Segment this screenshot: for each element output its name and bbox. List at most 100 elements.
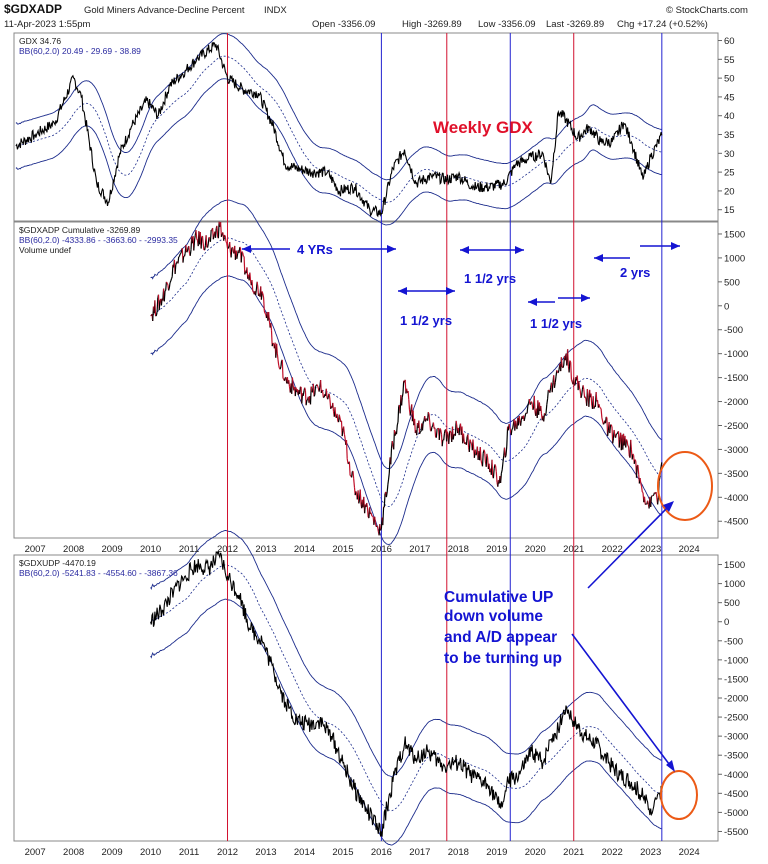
xtick-label: 2020	[525, 847, 546, 858]
adp-segment	[658, 497, 659, 504]
adp-segment	[189, 246, 190, 253]
adp-segment	[224, 235, 225, 241]
adp-segment	[606, 417, 607, 423]
xtick-label: 2013	[255, 847, 276, 858]
adp-segment	[441, 430, 442, 435]
adp-segment	[240, 247, 241, 248]
adp-segment	[599, 404, 600, 407]
adp-segment	[354, 479, 355, 488]
adp-segment	[203, 236, 204, 244]
panel-gdx-frame	[14, 33, 718, 221]
ytick-label: -1500	[724, 373, 748, 384]
adp-segment	[384, 494, 385, 507]
adp-segment	[476, 454, 477, 455]
xtick-label: 2022	[602, 847, 623, 858]
adp-segment	[231, 248, 232, 257]
ytick-label: -2500	[724, 421, 748, 432]
high-value: High -3269.89	[402, 19, 462, 30]
adp-segment	[353, 471, 354, 479]
panel-gdxudp-frame	[14, 555, 718, 841]
adp-segment	[606, 417, 607, 418]
ytick-label: -3500	[724, 469, 748, 480]
adp-segment	[391, 448, 392, 464]
adp-segment	[216, 229, 217, 238]
price-series-layer	[16, 42, 662, 836]
ytick-label: -2000	[724, 694, 748, 705]
adp-segment	[521, 420, 522, 426]
adp-segment	[502, 462, 503, 470]
highlight-circle-udp	[661, 771, 697, 819]
index-name: Gold Miners Advance-Decline Percent	[84, 5, 245, 16]
xtick-label: 2012	[217, 544, 238, 555]
adp-segment	[375, 517, 376, 523]
adp-segment	[183, 256, 184, 263]
adp-segment	[197, 239, 198, 240]
xtick-label: 2007	[25, 847, 46, 858]
xtick-label: 2019	[486, 544, 507, 555]
gdxudp-bb-legend: BB(60,2.0) -5241.83 - -4554.60 - -3867.3…	[19, 568, 178, 578]
adp-segment	[318, 386, 319, 388]
adp-segment	[224, 235, 225, 236]
adp-segment	[468, 434, 469, 447]
adp-segment	[548, 390, 549, 399]
adp-segment	[661, 462, 662, 466]
adp-segment	[252, 280, 253, 292]
adp-segment	[185, 253, 186, 256]
adp-segment	[237, 254, 238, 259]
adp-segment	[555, 377, 556, 383]
adp-segment	[493, 469, 494, 479]
ytick-label: 20	[724, 186, 735, 197]
adp-segment	[373, 516, 374, 517]
xtick-label: 2017	[409, 544, 430, 555]
xtick-label: 2015	[332, 544, 353, 555]
adp-segment	[466, 437, 467, 445]
adp-segment	[381, 528, 382, 530]
adp-segment	[483, 453, 484, 466]
adp-segment	[641, 484, 642, 487]
adp-segment	[471, 442, 472, 443]
adp-segment	[656, 492, 657, 497]
volume-legend: Volume undef	[19, 245, 72, 255]
adp-segment	[533, 408, 534, 410]
adp-segment	[239, 247, 240, 253]
adp-segment	[402, 397, 403, 405]
adp-segment	[180, 253, 181, 254]
adp-segment	[430, 423, 431, 431]
adp-segment	[429, 414, 430, 423]
note-line-3: and A/D appear	[444, 629, 557, 646]
adp-segment	[602, 418, 603, 421]
adp-segment	[165, 290, 166, 291]
adp-segment	[501, 470, 502, 473]
adp-segment	[372, 516, 373, 517]
adp-segment	[352, 472, 353, 478]
note-line-1: Cumulative UP	[444, 589, 553, 606]
adp-segment	[645, 497, 646, 505]
gdxadp-legend: $GDXADP Cumulative -3269.89	[19, 225, 141, 235]
adp-segment	[629, 447, 630, 457]
adp-segment	[187, 252, 188, 253]
adp-segment	[280, 367, 281, 370]
adp-segment	[398, 406, 399, 422]
adp-segment	[496, 466, 497, 472]
adp-segment	[579, 381, 580, 388]
adp-segment	[285, 378, 286, 381]
adp-segment	[169, 283, 170, 288]
adp-segment	[300, 387, 301, 394]
adp-segment	[264, 298, 265, 311]
adp-segment	[585, 397, 586, 400]
adp-segment	[530, 404, 531, 405]
bb-lower-band	[16, 79, 662, 225]
adp-segment	[651, 497, 652, 507]
adp-segment	[545, 414, 546, 416]
xtick-label: 2008	[63, 847, 84, 858]
span-1-5yrs-a-label: 1 1/2 yrs	[400, 313, 452, 328]
adp-segment	[195, 235, 196, 239]
adp-segment	[568, 349, 569, 366]
adp-segment	[519, 416, 520, 421]
adp-segment	[225, 236, 226, 242]
adp-segment	[616, 434, 617, 438]
note-line-4: to be turning up	[444, 650, 562, 667]
adp-segment	[329, 394, 330, 400]
exchange-label: INDX	[264, 5, 287, 16]
ytick-label: -3000	[724, 732, 748, 743]
